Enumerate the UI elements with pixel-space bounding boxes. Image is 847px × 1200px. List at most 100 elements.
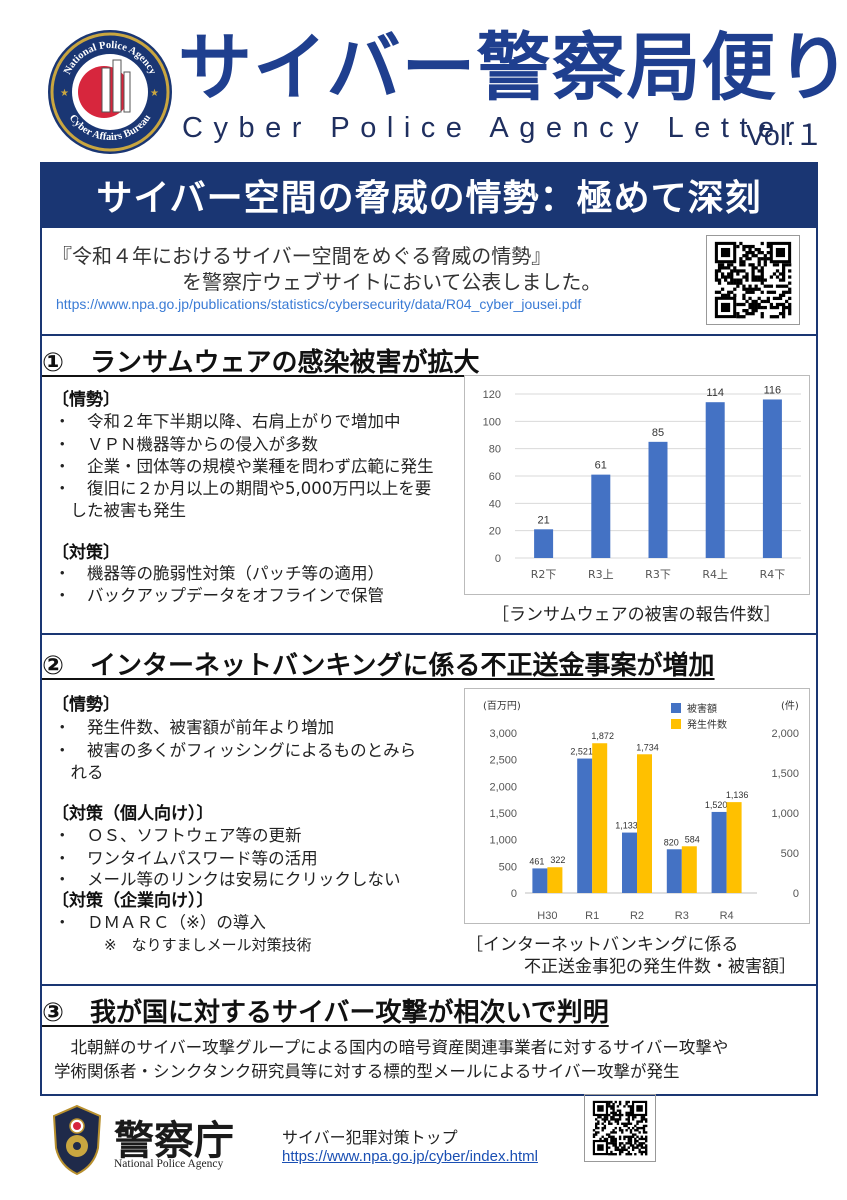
section1-measures-item: ・ 機器等の脆弱性対策（パッチ等の適用） xyxy=(54,564,384,583)
left-y-tick-label: 2,000 xyxy=(489,781,517,793)
y-tick-label: 0 xyxy=(495,553,501,565)
bar xyxy=(711,811,727,893)
right-y-tick-label: 500 xyxy=(781,848,799,860)
left-y-tick-label: 1,000 xyxy=(489,835,517,847)
x-tick-label: R3上 xyxy=(588,568,614,581)
y-tick-label: 60 xyxy=(489,471,501,483)
bar-data-label: 1,734 xyxy=(636,742,659,752)
bar xyxy=(666,849,682,893)
cyber-top-qr-code xyxy=(584,1094,656,1162)
y-tick-label: 40 xyxy=(489,498,501,510)
section2-personal-measures-label: 〔対策（個人向け）〕 xyxy=(52,804,214,824)
bar-data-label: 820 xyxy=(664,837,679,847)
left-y-tick-label: 3,000 xyxy=(489,728,517,740)
section1-heading: ① ランサムウェアの感染被害が拡大 xyxy=(42,348,480,378)
section1-situation-item: ・ 復旧に２か月以上の期間や5,000万円以上を要 xyxy=(54,479,432,498)
cyber-crime-top-label: サイバー犯罪対策トップ xyxy=(282,1128,458,1147)
right-y-tick-label: 0 xyxy=(793,888,799,900)
report-pdf-link[interactable]: https://www.npa.go.jp/publications/stati… xyxy=(56,296,582,312)
right-y-tick-label: 1,500 xyxy=(771,768,799,780)
section2-situation-item: ・ 被害の多くがフィッシングによるものとみら xyxy=(54,741,417,760)
bar-data-label: 85 xyxy=(652,427,664,439)
section1-situation-item: ・ 令和２年下半期以降、右肩上がりで増加中 xyxy=(54,412,401,431)
bar xyxy=(622,832,637,893)
legend-label: 発生件数 xyxy=(687,718,727,731)
x-tick-label: H30 xyxy=(537,910,557,922)
bar xyxy=(681,846,697,893)
bar-data-label: 461 xyxy=(529,856,544,866)
y-tick-label: 100 xyxy=(483,416,501,428)
section1-situation-item: した被害も発生 xyxy=(54,501,187,520)
intro-line-2: を警察庁ウェブサイトにおいて公表しました。 xyxy=(182,270,602,294)
newsletter-subtitle: Cyber Police Agency Letter xyxy=(182,112,805,144)
legend-swatch xyxy=(671,703,681,713)
section1-measures-item: ・ バックアップデータをオフラインで保管 xyxy=(54,586,384,605)
bar xyxy=(534,529,554,558)
headline-banner: サイバー空間の脅威の情勢：極めて深刻 xyxy=(40,162,818,228)
bar xyxy=(532,868,548,893)
bar-data-label: 114 xyxy=(706,387,724,399)
dmarc-footnote: ※ なりすましメール対策技術 xyxy=(104,936,312,954)
bar-data-label: 116 xyxy=(764,384,782,396)
x-tick-label: R4上 xyxy=(702,568,728,581)
bar xyxy=(705,402,725,558)
right-axis-unit: (件) xyxy=(781,700,799,712)
left-axis-unit: (百万円) xyxy=(483,700,521,712)
content-frame xyxy=(40,228,818,1096)
cyber-affairs-bureau-emblem: National Police Agency Cyber Affairs Bur… xyxy=(48,30,172,154)
section3-heading: ③ 我が国に対するサイバー攻撃が相次いで判明 xyxy=(42,998,609,1028)
npa-english-name: National Police Agency xyxy=(114,1158,224,1170)
section1-situation-item: ・ ＶＰＮ機器等からの侵入が多数 xyxy=(54,435,318,454)
svg-text:★: ★ xyxy=(60,88,69,99)
cyber-crime-top-link[interactable]: https://www.npa.go.jp/cyber/index.html xyxy=(282,1148,538,1165)
left-y-tick-label: 500 xyxy=(499,861,517,873)
section3-body-line: 学術関係者・シンクタンク研究員等に対する標的型メールによるサイバー攻撃が発生 xyxy=(54,1062,680,1081)
bar xyxy=(547,867,563,893)
bar xyxy=(637,754,652,893)
bar-data-label: 322 xyxy=(550,855,565,865)
bar-data-label: 61 xyxy=(595,460,607,472)
bar-data-label: 2,521 xyxy=(570,747,593,757)
npa-badge-icon xyxy=(52,1104,102,1176)
bar-data-label: 584 xyxy=(685,834,700,844)
section2-corporate-measures-item: ・ ＤＭＡＲＣ（※）の導入 xyxy=(54,913,266,932)
npa-name: 警察庁 xyxy=(114,1117,234,1164)
volume-number: Vol.１ xyxy=(746,120,824,152)
x-tick-label: R1 xyxy=(585,910,599,922)
x-tick-label: R4 xyxy=(720,910,734,922)
bar-data-label: 21 xyxy=(537,514,549,526)
section-divider xyxy=(40,334,818,336)
ransomware-reports-chart: 0 20 40 60 80 100 120 21 R2下 61 R3上 85 R3下 114 R4上 116 R… xyxy=(464,375,810,595)
section-divider xyxy=(40,984,818,986)
x-tick-label: R3下 xyxy=(645,568,671,581)
x-tick-label: R3 xyxy=(675,910,689,922)
right-y-tick-label: 2,000 xyxy=(771,728,799,740)
bar xyxy=(648,441,668,558)
intro-line-1: 『令和４年におけるサイバー空間をめぐる脅威の情勢』 xyxy=(52,244,552,268)
y-tick-label: 20 xyxy=(489,526,501,538)
section2-personal-measures-item: ・ メール等のリンクは安易にクリックしない xyxy=(54,870,401,889)
section2-situation-label: 〔情勢〕 xyxy=(52,695,120,715)
section2-chart-caption-line2: 不正送金事犯の発生件数・被害額］ xyxy=(524,957,796,977)
newsletter-title: サイバー警察局便り xyxy=(178,25,847,111)
bar-data-label: 1,520 xyxy=(705,800,728,810)
banking-fraud-chart: (百万円) (件) 0 500 1,000 1,500 2,000 2,500 3,000 0 50… xyxy=(464,688,810,924)
section1-measures-label: 〔対策〕 xyxy=(52,543,120,563)
svg-text:★: ★ xyxy=(150,88,159,99)
section2-personal-measures-item: ・ ＯＳ、ソフトウェア等の更新 xyxy=(54,826,302,845)
section2-situation-item: ・ 発生件数、被害額が前年より増加 xyxy=(54,718,335,737)
section2-situation-item: れる xyxy=(54,763,104,782)
section2-chart-caption-line1: ［インターネットバンキングに係る xyxy=(466,935,739,955)
left-y-tick-label: 0 xyxy=(511,888,517,900)
bar-data-label: 1,872 xyxy=(591,731,614,741)
section2-heading: ② インターネットバンキングに係る不正送金事案が増加 xyxy=(42,651,715,681)
y-tick-label: 120 xyxy=(483,389,501,401)
section2-personal-measures-item: ・ ワンタイムパスワード等の活用 xyxy=(54,849,318,868)
bar xyxy=(577,758,593,893)
bar xyxy=(726,802,742,893)
y-tick-label: 80 xyxy=(489,444,501,456)
bar-data-label: 1,133 xyxy=(615,821,638,831)
bar-data-label: 1,136 xyxy=(726,790,749,800)
bar xyxy=(592,743,608,893)
legend-label: 被害額 xyxy=(687,702,717,715)
